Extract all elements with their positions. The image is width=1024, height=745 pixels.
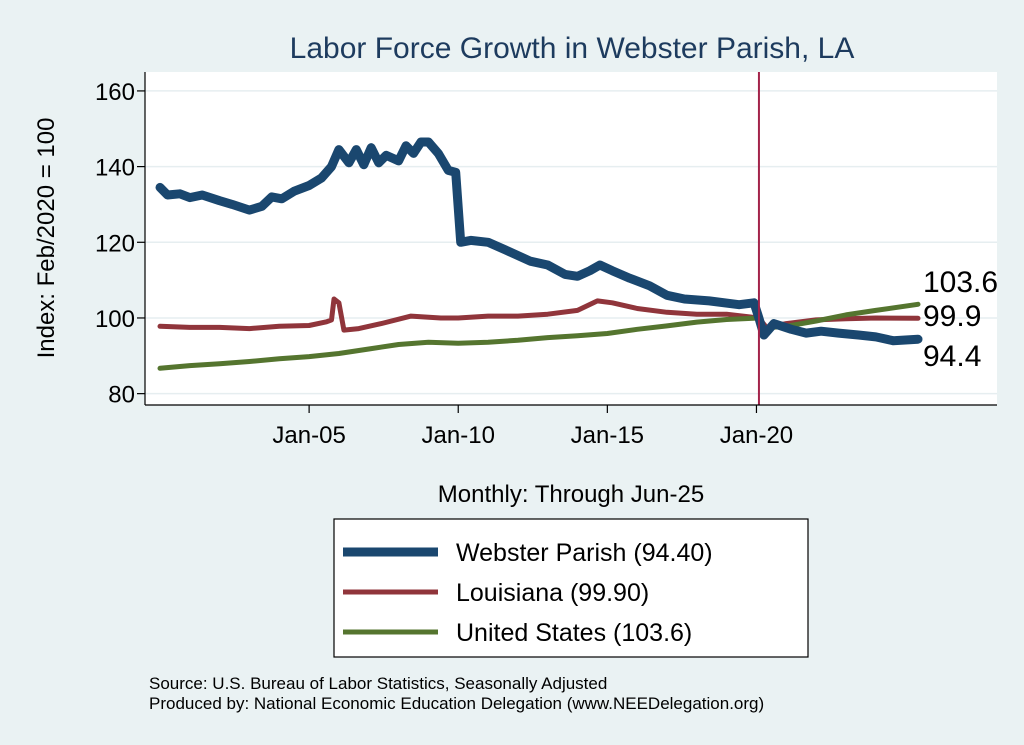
y-axis-title: Index: Feb/2020 = 100 [33,118,60,359]
y-tick-label: 80 [108,382,135,409]
y-tick-label: 160 [95,79,135,106]
y-tick-label: 100 [95,306,135,333]
legend-label-2: United States (103.6) [456,619,692,647]
series-line-0 [155,137,923,346]
x-axis-ticks: Jan-05 Jan-10 Jan-15 Jan-20 [272,405,793,449]
end-labels: 103.699.9 94.4 [923,266,998,373]
x-axis-title: Monthly: Through Jun-25 [438,481,704,508]
x-tick-label: Jan-10 [422,422,495,449]
series-lines [155,137,923,371]
legend: Webster Parish (94.40) Louisiana (99.90) U… [343,539,713,647]
x-tick-label: Jan-05 [272,422,345,449]
source-note: Source: U.S. Bureau of Labor Statistics,… [149,674,607,693]
y-tick-label: 140 [95,155,135,182]
legend-label-0: Webster Parish (94.40) [456,539,713,567]
produced-by-note: Produced by: National Economic Education… [149,694,764,713]
x-tick-label: Jan-15 [571,422,644,449]
chart-title: Labor Force Growth in Webster Parish, LA [290,32,855,65]
end-label-1: 99.9 [923,300,981,333]
y-axis-ticks: 80 100 120 140 160 [95,79,145,409]
end-label-0: 94.4 [923,340,981,373]
end-label-2: 103.6 [923,266,998,299]
legend-label-1: Louisiana (99.90) [456,579,649,607]
plot-area [145,72,997,405]
x-tick-label: Jan-20 [720,422,793,449]
y-tick-label: 120 [95,230,135,257]
